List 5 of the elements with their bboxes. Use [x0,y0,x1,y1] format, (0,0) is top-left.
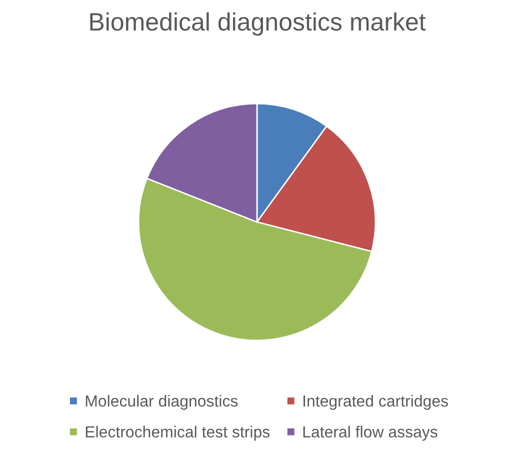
legend-label: Molecular diagnostics [86,394,238,410]
chart-title: Biomedical diagnostics market [90,12,426,36]
legend-label: Lateral flow assays [303,426,438,441]
legend-label: Electrochemical test strips [86,426,270,441]
legend-label: Integrated cartridges [304,394,448,410]
